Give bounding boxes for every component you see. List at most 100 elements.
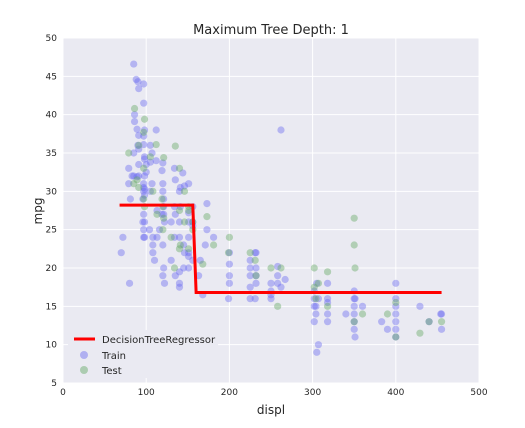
train-point (437, 310, 446, 318)
train-point (251, 249, 259, 257)
y-tick-label: 20 (46, 264, 58, 274)
test-point (130, 180, 138, 188)
train-point (225, 279, 233, 287)
train-point (139, 195, 147, 203)
train-point (185, 209, 193, 217)
test-point (416, 329, 424, 337)
train-point (313, 348, 321, 356)
train-point (140, 80, 148, 88)
train-point (378, 318, 386, 326)
test-point (185, 245, 193, 253)
train-point (392, 279, 400, 287)
train-point (196, 256, 204, 264)
train-point (159, 187, 167, 195)
train-point (252, 279, 260, 287)
train-point (323, 298, 332, 307)
test-point (383, 310, 392, 318)
train-point (148, 180, 156, 188)
train-point (225, 249, 233, 257)
train-point (135, 85, 143, 93)
train-point (392, 310, 400, 318)
train-point (119, 233, 127, 241)
test-point (314, 279, 323, 287)
train-point (140, 140, 148, 149)
train-point (416, 302, 424, 310)
test-point (310, 264, 318, 272)
train-point (140, 191, 149, 199)
y-tick-label: 50 (46, 34, 58, 44)
train-point (130, 111, 139, 119)
test-point (310, 283, 318, 291)
test-point (224, 249, 233, 257)
train-point (176, 183, 184, 192)
test-point (350, 214, 358, 222)
train-point (180, 249, 189, 257)
train-point (277, 283, 285, 291)
train-point (246, 283, 254, 291)
train-point (342, 310, 350, 318)
test-point (358, 310, 367, 318)
train-point (246, 264, 254, 272)
train-point (175, 279, 184, 287)
train-point (383, 325, 392, 333)
test-point (135, 183, 143, 192)
x-tick-label: 100 (138, 388, 155, 398)
test-point (351, 264, 359, 272)
legend-train-swatch (80, 351, 88, 359)
y-tick-label: 30 (46, 187, 58, 197)
train-point (152, 126, 160, 134)
train-point (140, 187, 148, 195)
train-point (167, 256, 175, 264)
test-point (175, 206, 184, 215)
train-point (130, 172, 138, 180)
train-point (267, 279, 275, 287)
train-point (350, 310, 358, 318)
train-point (140, 183, 148, 192)
test-point (171, 142, 179, 150)
train-point (180, 182, 189, 190)
test-point (199, 260, 207, 268)
y-tick-label: 40 (46, 111, 58, 121)
test-point (180, 218, 189, 226)
plot-background (63, 38, 479, 383)
train-point (185, 218, 193, 226)
train-point (392, 295, 400, 303)
train-point (145, 226, 154, 234)
train-point (312, 310, 320, 318)
train-point (153, 206, 161, 215)
train-point (274, 272, 282, 280)
train-point (148, 149, 156, 157)
y-tick-label: 5 (51, 379, 57, 389)
test-point (167, 233, 175, 241)
train-point (155, 226, 164, 234)
legend-label-test: Test (101, 366, 122, 377)
train-point (125, 180, 133, 188)
train-point (246, 256, 254, 264)
train-point (323, 279, 332, 287)
train-point (134, 141, 142, 149)
x-tick-label: 300 (304, 388, 321, 398)
train-point (350, 302, 358, 310)
train-point (203, 226, 211, 234)
test-point (160, 214, 168, 222)
train-point (252, 264, 260, 272)
train-point (132, 75, 140, 83)
test-point (140, 115, 149, 123)
test-point (251, 256, 259, 264)
train-point (149, 233, 157, 241)
train-point (140, 226, 148, 234)
train-point (135, 131, 143, 139)
train-point (350, 325, 358, 333)
test-point (274, 302, 282, 310)
test-point (133, 176, 141, 184)
test-point (149, 187, 157, 195)
train-point (117, 249, 125, 257)
test-point (392, 333, 400, 341)
train-point (225, 260, 233, 268)
test-point (323, 268, 332, 276)
train-point (351, 295, 359, 303)
train-point (159, 272, 167, 280)
test-point (160, 154, 168, 162)
train-point (180, 241, 188, 249)
